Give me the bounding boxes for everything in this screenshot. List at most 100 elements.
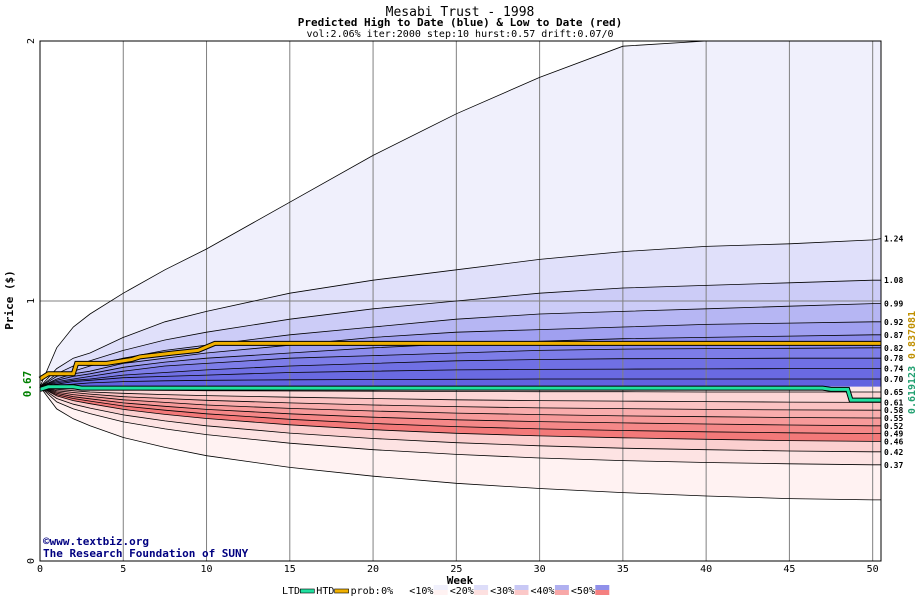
legend-item-swatch-high [514, 585, 529, 590]
band-end-label: 0.65 [884, 388, 903, 397]
low-band-5 [40, 386, 881, 434]
legend-item-swatch-low [514, 590, 529, 595]
low-band-8 [40, 386, 881, 465]
band-end-label: 0.74 [884, 365, 903, 374]
htd-end-label: 0.837081 [907, 311, 918, 359]
y-axis-label: Price ($) [3, 270, 16, 330]
start-price-label: 0.67 [21, 371, 34, 398]
x-tick-label: 40 [700, 564, 712, 575]
high-band-line-5 [39, 334, 881, 388]
high-band-5 [40, 334, 881, 387]
legend-item-swatch-high [474, 585, 489, 590]
high-band-line-7 [39, 357, 881, 388]
band-end-label: 0.58 [884, 406, 903, 415]
high-band-2 [40, 280, 881, 387]
legend-item-swatch-low [393, 590, 408, 595]
band-end-label: 0.92 [884, 318, 903, 327]
high-band-6 [40, 347, 881, 387]
band-end-label: 0.70 [884, 375, 903, 384]
legend-htd-swatch [334, 588, 349, 594]
x-tick-label: 15 [284, 564, 296, 575]
legend-item-label: <20% [450, 586, 474, 597]
x-tick-label: 5 [120, 564, 126, 575]
high-band-9 [40, 379, 881, 387]
legend-item-swatch-high [595, 585, 610, 590]
low-band-line-9 [39, 386, 881, 501]
legend-item-label: <50% [571, 586, 595, 597]
legend-htd-label: HTD [316, 586, 334, 597]
x-tick-label: 10 [201, 564, 213, 575]
low-band-line-7 [39, 386, 881, 453]
legend-item-swatch-low [474, 590, 489, 595]
legend-item-label: <40% [531, 586, 555, 597]
band-end-label: 0.52 [884, 422, 903, 431]
legend: LTD HTD prob: 0% <10% <20% <30% <40% <50% [282, 585, 610, 597]
x-tick-label: 25 [450, 564, 462, 575]
x-axis-label: Week [447, 574, 474, 587]
legend-item-swatch-high [433, 585, 448, 590]
ltd-series-line [39, 385, 881, 402]
chart-params: vol:2.06% iter:2000 step:10 hurst:0.57 d… [306, 29, 613, 40]
legend-item-swatch-low [433, 590, 448, 595]
credit-line-1: ©www.textbiz.org [43, 535, 149, 548]
credit-line-2: The Research Foundation of SUNY [43, 547, 249, 560]
legend-item-swatch-low [554, 590, 569, 595]
low-band-line-8 [39, 386, 881, 466]
low-band-line-4 [39, 386, 881, 427]
x-tick-label: 35 [617, 564, 629, 575]
band-end-label: 1.24 [884, 235, 903, 244]
x-tick-label: 50 [867, 564, 879, 575]
legend-item-label: <30% [490, 586, 514, 597]
high-band-line-3 [39, 303, 881, 388]
low-band-1 [40, 386, 881, 403]
legend-item-swatch-low [595, 590, 610, 595]
high-band-4 [40, 321, 881, 387]
band-end-label: 0.42 [884, 448, 903, 457]
band-end-label: 0.55 [884, 414, 903, 423]
band-end-label: 0.87 [884, 331, 903, 340]
band-end-label: 0.61 [884, 398, 903, 407]
band-end-label: 0.99 [884, 300, 903, 309]
x-tick-label: 30 [534, 564, 546, 575]
ltd-end-label: 0.619123 [907, 366, 918, 414]
legend-item-label: <10% [409, 586, 433, 597]
low-band-3 [40, 386, 881, 418]
htd-series-line [39, 341, 881, 381]
chart-subtitle: Predicted High to Date (blue) & Low to D… [298, 16, 623, 29]
plot-frame [39, 40, 882, 562]
legend-ltd-swatch [299, 588, 315, 594]
x-tick-label: 0 [37, 564, 43, 575]
high-band-1 [40, 238, 881, 387]
band-end-label: 0.49 [884, 430, 903, 439]
x-tick-label: 45 [783, 564, 795, 575]
low-band-9 [40, 386, 881, 500]
plot-area: 0 5 10 15 20 25 30 35 40 45 50 0 1 2 1.24 1.08 0.99 0.92 0… [26, 38, 918, 575]
high-band-line-9 [39, 378, 881, 388]
high-band-line-8 [39, 368, 881, 388]
low-band-4 [40, 386, 881, 426]
legend-ltd-label: LTD [282, 586, 300, 597]
high-band-0 [40, 41, 881, 387]
band-end-label: 0.37 [884, 461, 903, 470]
band-end-label: 0.46 [884, 437, 903, 446]
high-band-line-6 [39, 347, 881, 388]
y-tick-label: 2 [26, 38, 37, 44]
legend-item-swatch-high [554, 585, 569, 590]
legend-item-label: 0% [381, 586, 393, 597]
high-band-7 [40, 358, 881, 387]
low-band-line-5 [39, 386, 881, 435]
low-band-2 [40, 386, 881, 411]
x-tick-label: 20 [367, 564, 379, 575]
chart-title: Mesabi Trust - 1998 [386, 5, 535, 20]
band-end-label: 0.82 [884, 344, 903, 353]
y-tick-label: 0 [26, 558, 37, 564]
low-band-line-2 [39, 386, 881, 411]
legend-prob-label: prob: [351, 586, 381, 597]
low-band-7 [40, 386, 881, 452]
y-tick-label: 1 [26, 298, 37, 304]
low-band-line-1 [39, 386, 881, 403]
high-band-line-1 [39, 238, 882, 388]
high-band-3 [40, 303, 881, 387]
